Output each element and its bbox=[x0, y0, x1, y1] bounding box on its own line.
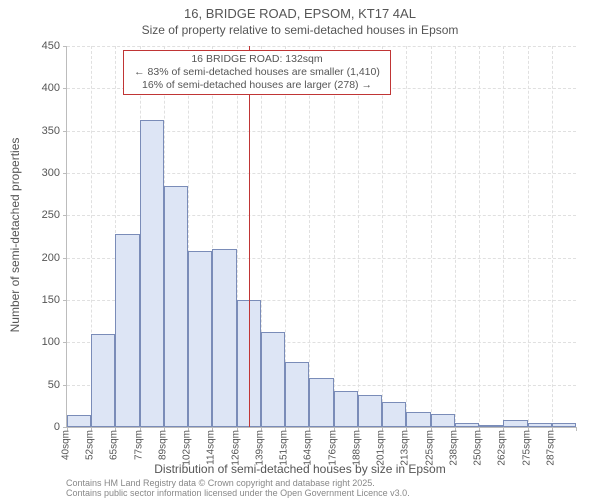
histogram-bar bbox=[309, 378, 333, 427]
annotation-line-1: 16 BRIDGE ROAD: 132sqm bbox=[128, 53, 386, 66]
xtick-label: 89sqm bbox=[157, 430, 168, 460]
ytick-label: 100 bbox=[30, 336, 60, 348]
ytick-label: 0 bbox=[30, 421, 60, 433]
xtick-label: 77sqm bbox=[133, 430, 144, 460]
xtick-mark bbox=[576, 427, 577, 431]
reference-line bbox=[249, 46, 250, 427]
chart-container: 16, BRIDGE ROAD, EPSOM, KT17 4AL Size of… bbox=[0, 0, 600, 500]
xtick-label: 250sqm bbox=[473, 430, 484, 466]
gridline-v bbox=[503, 46, 504, 427]
histogram-bar bbox=[406, 412, 430, 427]
xtick-label: 102sqm bbox=[182, 430, 193, 466]
plot-area: 16 BRIDGE ROAD: 132sqm← 83% of semi-deta… bbox=[66, 46, 576, 428]
xtick-label: 176sqm bbox=[327, 430, 338, 466]
gridline-v bbox=[552, 46, 553, 427]
footnote-line-1: Contains HM Land Registry data © Crown c… bbox=[66, 478, 410, 488]
xtick-label: 275sqm bbox=[521, 430, 532, 466]
xtick-label: 52sqm bbox=[85, 430, 96, 460]
chart-subtitle: Size of property relative to semi-detach… bbox=[0, 23, 600, 37]
ytick-label: 150 bbox=[30, 294, 60, 306]
xtick-label: 114sqm bbox=[206, 430, 217, 465]
histogram-bar bbox=[164, 186, 188, 427]
footnote: Contains HM Land Registry data © Crown c… bbox=[66, 478, 410, 499]
histogram-bar bbox=[528, 423, 552, 427]
xtick-label: 139sqm bbox=[254, 430, 265, 466]
histogram-bar bbox=[67, 415, 91, 427]
x-axis-label: Distribution of semi-detached houses by … bbox=[0, 462, 600, 476]
ytick-mark bbox=[63, 88, 67, 89]
histogram-bar bbox=[503, 420, 527, 427]
xtick-label: 287sqm bbox=[545, 430, 556, 466]
ytick-label: 300 bbox=[30, 167, 60, 179]
histogram-bar bbox=[552, 423, 576, 427]
gridline-v bbox=[406, 46, 407, 427]
ytick-mark bbox=[63, 258, 67, 259]
histogram-bar bbox=[212, 249, 236, 427]
ytick-mark bbox=[63, 215, 67, 216]
ytick-mark bbox=[63, 173, 67, 174]
xtick-label: 238sqm bbox=[448, 430, 459, 466]
histogram-bar bbox=[455, 423, 479, 427]
chart-title: 16, BRIDGE ROAD, EPSOM, KT17 4AL bbox=[0, 0, 600, 23]
footnote-line-2: Contains public sector information licen… bbox=[66, 488, 410, 498]
histogram-bar bbox=[382, 402, 406, 427]
xtick-label: 126sqm bbox=[230, 430, 241, 466]
ytick-label: 50 bbox=[30, 379, 60, 391]
ytick-mark bbox=[63, 385, 67, 386]
ytick-mark bbox=[63, 342, 67, 343]
ytick-label: 250 bbox=[30, 209, 60, 221]
gridline-v bbox=[528, 46, 529, 427]
histogram-bar bbox=[358, 395, 382, 427]
gridline-h bbox=[67, 46, 576, 47]
gridline-v bbox=[382, 46, 383, 427]
gridline-v bbox=[455, 46, 456, 427]
gridline-v bbox=[334, 46, 335, 427]
histogram-bar bbox=[285, 362, 309, 427]
xtick-label: 262sqm bbox=[497, 430, 508, 466]
xtick-label: 225sqm bbox=[424, 430, 435, 466]
ytick-label: 400 bbox=[30, 82, 60, 94]
xtick-label: 40sqm bbox=[61, 430, 72, 460]
xtick-label: 164sqm bbox=[303, 430, 314, 466]
ytick-mark bbox=[63, 46, 67, 47]
gridline-v bbox=[479, 46, 480, 427]
ytick-mark bbox=[63, 300, 67, 301]
xtick-label: 151sqm bbox=[279, 430, 290, 466]
gridline-v bbox=[431, 46, 432, 427]
ytick-label: 450 bbox=[30, 40, 60, 52]
gridline-v bbox=[309, 46, 310, 427]
annotation-box: 16 BRIDGE ROAD: 132sqm← 83% of semi-deta… bbox=[123, 50, 391, 95]
ytick-mark bbox=[63, 131, 67, 132]
xtick-label: 213sqm bbox=[400, 430, 411, 466]
histogram-bar bbox=[140, 120, 164, 427]
xtick-label: 188sqm bbox=[351, 430, 362, 466]
histogram-bar bbox=[431, 414, 455, 427]
histogram-bar bbox=[334, 391, 358, 427]
histogram-bar bbox=[91, 334, 115, 427]
histogram-bar bbox=[479, 425, 503, 427]
y-axis-label: Number of semi-detached properties bbox=[8, 138, 22, 333]
histogram-bar bbox=[188, 251, 212, 427]
ytick-label: 200 bbox=[30, 252, 60, 264]
ytick-label: 350 bbox=[30, 125, 60, 137]
annotation-line-3: 16% of semi-detached houses are larger (… bbox=[128, 79, 386, 92]
gridline-v bbox=[358, 46, 359, 427]
histogram-bar bbox=[261, 332, 285, 427]
annotation-line-2: ← 83% of semi-detached houses are smalle… bbox=[128, 66, 386, 79]
xtick-label: 201sqm bbox=[376, 430, 387, 466]
xtick-label: 65sqm bbox=[109, 430, 120, 460]
histogram-bar bbox=[115, 234, 139, 427]
